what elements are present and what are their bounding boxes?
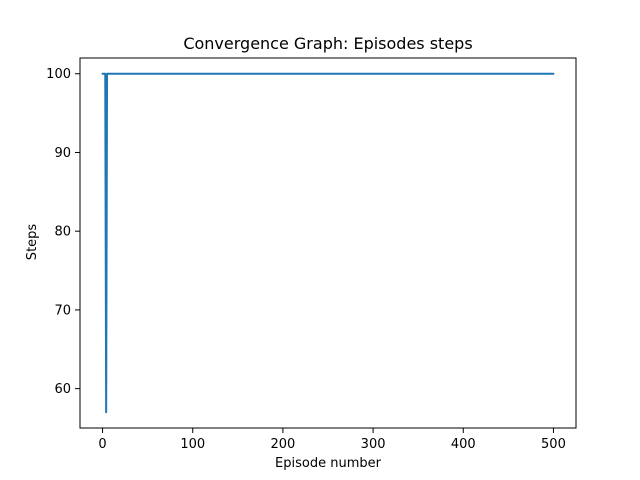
y-tick-label-2: 80 bbox=[54, 225, 71, 240]
y-tick-label-3: 90 bbox=[54, 146, 71, 161]
x-tick-label-5: 500 bbox=[541, 437, 566, 452]
x-tick-label-3: 300 bbox=[361, 437, 386, 452]
plot-area bbox=[101, 72, 555, 414]
x-tick-label-0: 0 bbox=[98, 437, 106, 452]
y-axis-label: Steps bbox=[25, 224, 40, 261]
y-tick-label-4: 100 bbox=[46, 67, 71, 82]
y-axis: 60 70 80 90 100 bbox=[46, 67, 80, 397]
y-tick-label-1: 70 bbox=[54, 303, 71, 318]
x-tick-label-4: 400 bbox=[451, 437, 476, 452]
x-axis: 0 100 200 300 400 500 bbox=[98, 428, 566, 452]
y-tick-label-0: 60 bbox=[54, 382, 71, 397]
x-axis-label: Episode number bbox=[275, 456, 382, 471]
chart-title: Convergence Graph: Episodes steps bbox=[183, 34, 472, 53]
x-tick-label-1: 100 bbox=[180, 437, 205, 452]
plot-frame bbox=[79, 57, 577, 429]
series-line-0 bbox=[101, 72, 555, 414]
x-tick-label-2: 200 bbox=[270, 437, 295, 452]
